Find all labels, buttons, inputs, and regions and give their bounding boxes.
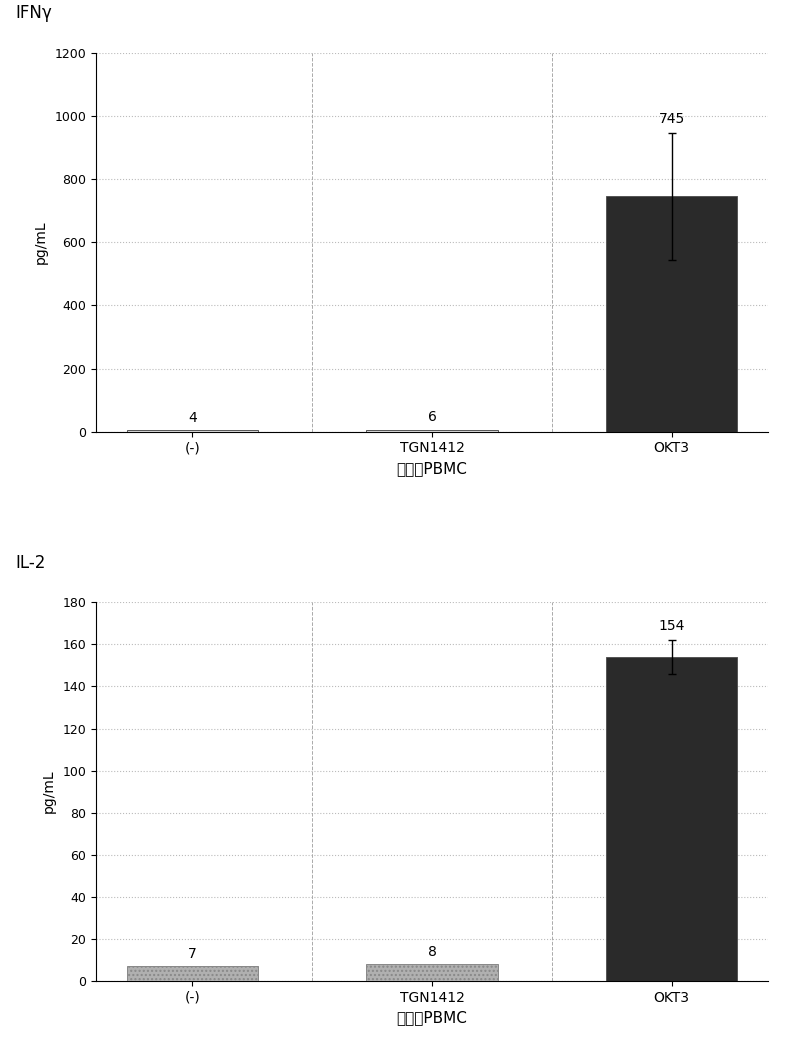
Y-axis label: pg/mL: pg/mL	[34, 220, 47, 264]
Bar	[126, 430, 258, 431]
Bar	[606, 657, 738, 981]
Text: 7: 7	[188, 946, 197, 961]
Text: 154: 154	[658, 618, 685, 633]
Text: IL-2: IL-2	[15, 554, 46, 572]
Bar	[366, 964, 498, 981]
Bar	[126, 966, 258, 981]
Text: IFNγ: IFNγ	[15, 4, 52, 22]
X-axis label: 新鲜的PBMC: 新鲜的PBMC	[397, 1011, 467, 1025]
Y-axis label: pg/mL: pg/mL	[42, 770, 55, 813]
Text: 745: 745	[658, 112, 685, 126]
X-axis label: 新鲜的PBMC: 新鲜的PBMC	[397, 461, 467, 476]
Text: 8: 8	[427, 944, 437, 959]
Text: 4: 4	[188, 410, 197, 425]
Bar	[606, 196, 738, 431]
Bar	[366, 429, 498, 431]
Text: 6: 6	[427, 410, 437, 424]
